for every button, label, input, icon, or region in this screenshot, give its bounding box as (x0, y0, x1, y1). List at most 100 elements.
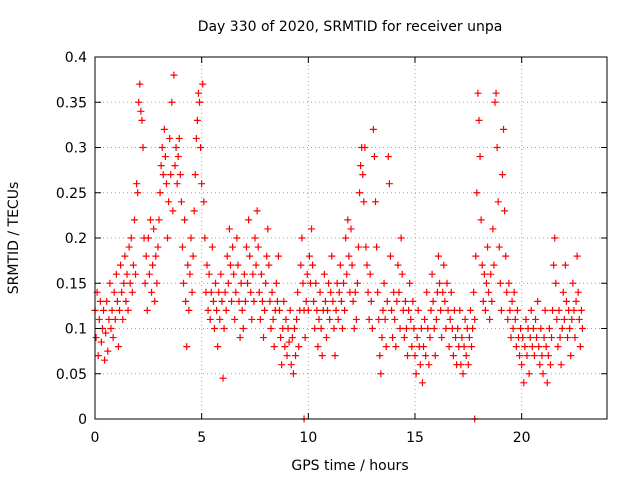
data-point (111, 315, 119, 323)
data-point (478, 261, 486, 269)
data-point (297, 261, 305, 269)
data-point (340, 279, 348, 287)
data-point (144, 234, 152, 242)
data-point (423, 288, 431, 296)
data-point (119, 315, 127, 323)
y-tick-label: 0.3 (65, 141, 87, 157)
data-point (401, 297, 409, 305)
data-point (511, 315, 519, 323)
data-point (329, 297, 337, 305)
data-point (516, 352, 524, 360)
data-point (108, 306, 116, 314)
y-tick-label: 0 (78, 412, 87, 428)
data-point (407, 315, 415, 323)
data-point (205, 270, 213, 278)
data-point (476, 153, 484, 161)
data-point (410, 325, 418, 332)
data-point (281, 343, 289, 351)
data-point (240, 270, 248, 278)
data-point (396, 325, 404, 332)
data-point (287, 361, 295, 369)
data-point (361, 144, 369, 151)
data-point (263, 252, 271, 260)
data-point (348, 261, 356, 269)
data-point (224, 279, 232, 287)
data-point (395, 288, 403, 296)
data-point (244, 279, 252, 287)
data-point (315, 315, 323, 323)
data-point (246, 252, 254, 260)
data-point (110, 288, 118, 296)
data-point (129, 261, 137, 269)
data-point (173, 180, 181, 188)
data-point (469, 325, 477, 332)
data-point (92, 334, 100, 342)
data-point (231, 315, 239, 323)
data-point (444, 306, 452, 314)
data-point (146, 216, 154, 224)
data-point (203, 261, 211, 269)
data-point (188, 288, 196, 296)
data-point (434, 252, 442, 260)
data-point (199, 80, 207, 88)
data-point (282, 315, 290, 323)
data-point (465, 334, 473, 342)
data-point (274, 252, 282, 260)
data-point (529, 325, 537, 332)
x-tick-label: 5 (197, 430, 206, 446)
data-point (187, 234, 195, 242)
data-point (557, 361, 565, 369)
data-point (496, 279, 504, 287)
data-point (321, 297, 329, 305)
data-point (426, 334, 434, 342)
data-point (409, 297, 417, 305)
data-point (345, 252, 353, 260)
data-point (278, 361, 286, 369)
data-point (454, 325, 462, 332)
data-point (128, 288, 136, 296)
data-point (216, 315, 224, 323)
data-point (456, 306, 464, 314)
data-point (213, 306, 221, 314)
data-point (458, 334, 466, 342)
data-point (235, 297, 243, 305)
data-point (96, 297, 104, 305)
data-point (494, 198, 502, 206)
data-point (535, 343, 543, 351)
data-point (470, 288, 478, 296)
data-point (338, 325, 346, 332)
data-point (438, 334, 446, 342)
data-point (106, 279, 114, 287)
data-point (190, 207, 198, 215)
data-point (447, 288, 455, 296)
data-point (566, 325, 574, 332)
data-point (290, 325, 298, 332)
data-point (137, 107, 145, 115)
y-tick-label: 0.1 (65, 322, 87, 338)
data-point (541, 306, 549, 314)
data-point (233, 234, 241, 242)
data-point (359, 171, 367, 179)
data-point (490, 261, 498, 269)
data-point (462, 352, 470, 360)
data-point (457, 361, 465, 369)
data-point (132, 270, 140, 278)
data-point (402, 325, 410, 332)
data-point (215, 288, 223, 296)
data-point (504, 315, 512, 323)
data-point (477, 216, 485, 224)
data-point (466, 306, 474, 314)
data-point (392, 343, 400, 351)
data-point (420, 343, 428, 351)
data-point (488, 297, 496, 305)
data-point (142, 252, 150, 260)
data-point (313, 306, 321, 314)
data-point (473, 189, 481, 197)
data-point (388, 306, 396, 314)
data-point (270, 343, 278, 351)
data-point (525, 370, 533, 378)
data-point (324, 306, 332, 314)
data-point (572, 297, 580, 305)
data-point (543, 379, 551, 387)
data-point (382, 343, 390, 351)
